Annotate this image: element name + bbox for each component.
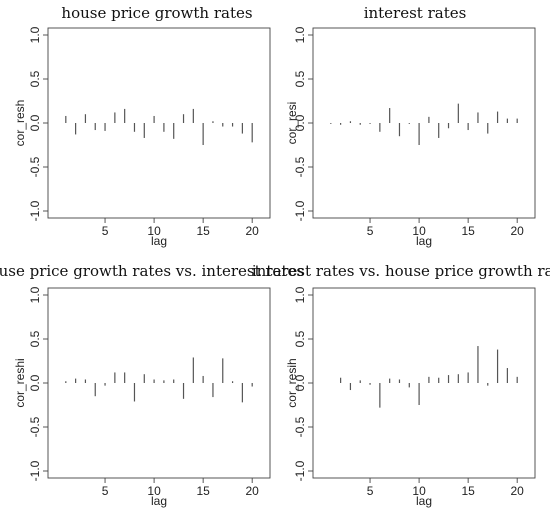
x-tick-label: 5 xyxy=(367,224,374,238)
plot-frame xyxy=(312,27,536,219)
x-tick-label: 10 xyxy=(147,224,161,238)
plot-area: -1.0 -0.5 0.0 0.5 1.0 5 10 15 20 xyxy=(28,286,271,498)
x-tick-label: 5 xyxy=(102,484,109,498)
y-tick-label: -1.0 xyxy=(293,460,307,481)
x-tick-label: 10 xyxy=(412,224,426,238)
y-tick-label: 0.5 xyxy=(293,70,307,87)
spikes xyxy=(65,357,253,403)
x-axis: 5 10 15 20 xyxy=(102,478,259,498)
y-tick-label: 0.5 xyxy=(28,330,42,347)
y-tick-label: 0.0 xyxy=(28,374,42,391)
x-axis-label: lag xyxy=(151,494,167,508)
y-axis: -1.0 -0.5 0.0 0.5 1.0 xyxy=(28,26,48,221)
panel-interest-vs-house-price: interest rates vs. house price growth ra… xyxy=(252,262,550,508)
y-tick-label: 0.0 xyxy=(293,114,307,131)
y-tick-label: -0.5 xyxy=(293,156,307,177)
panel-title: house price growth rates xyxy=(61,4,252,22)
y-tick-label: 0.0 xyxy=(28,114,42,131)
y-tick-label: 1.0 xyxy=(28,26,42,43)
panel-title: interest rates xyxy=(364,4,467,22)
y-tick-label: -0.5 xyxy=(28,156,42,177)
x-tick-label: 20 xyxy=(246,484,260,498)
y-axis-label: cor_resih xyxy=(285,358,299,407)
y-tick-label: -0.5 xyxy=(28,416,42,437)
y-tick-label: -1.0 xyxy=(293,200,307,221)
y-tick-label: -0.5 xyxy=(293,416,307,437)
spikes xyxy=(330,103,518,145)
x-axis: 5 10 15 20 xyxy=(367,218,524,238)
y-axis: -1.0 -0.5 0.0 0.5 1.0 xyxy=(293,26,313,221)
y-tick-label: -1.0 xyxy=(28,460,42,481)
x-tick-label: 15 xyxy=(461,224,475,238)
x-tick-label: 20 xyxy=(246,224,260,238)
y-tick-label: 1.0 xyxy=(28,286,42,303)
y-tick-label: 0.5 xyxy=(293,330,307,347)
x-axis: 5 10 15 20 xyxy=(367,478,524,498)
panel-interest-rates: interest rates -1.0 -0.5 0.0 0.5 1.0 5 10 15 20… xyxy=(285,4,536,248)
y-tick-label: 1.0 xyxy=(293,26,307,43)
x-tick-label: 15 xyxy=(196,224,210,238)
x-tick-label: 10 xyxy=(412,484,426,498)
panel-house-price-vs-interest: house price growth rates vs. interest ra… xyxy=(0,262,304,508)
plot-area: -1.0 -0.5 0.0 0.5 1.0 5 10 15 20 xyxy=(293,26,536,238)
y-tick-label: 0.5 xyxy=(28,70,42,87)
plot-area: -1.0 -0.5 0.0 0.5 1.0 5 10 15 20 xyxy=(28,26,271,238)
plot-frame xyxy=(47,27,271,219)
plot-area: -1.0 -0.5 0.0 0.5 1.0 5 10 15 20 xyxy=(293,286,536,498)
x-tick-label: 5 xyxy=(102,224,109,238)
x-tick-label: 15 xyxy=(461,484,475,498)
panel-title: interest rates vs. house price growth ra… xyxy=(252,262,550,280)
y-tick-label: 0.0 xyxy=(293,374,307,391)
y-axis: -1.0 -0.5 0.0 0.5 1.0 xyxy=(293,286,313,481)
x-tick-label: 20 xyxy=(511,484,525,498)
x-axis-label: lag xyxy=(416,234,432,248)
panel-title: house price growth rates vs. interest ra… xyxy=(0,262,304,280)
y-tick-label: 1.0 xyxy=(293,286,307,303)
y-axis-label: cor_resh xyxy=(13,100,27,147)
x-axis-label: lag xyxy=(416,494,432,508)
y-axis-label: cor_resi xyxy=(285,102,299,145)
y-axis-label: cor_reshi xyxy=(13,358,27,407)
x-tick-label: 10 xyxy=(147,484,161,498)
x-tick-label: 5 xyxy=(367,484,374,498)
x-tick-label: 15 xyxy=(196,484,210,498)
x-axis-label: lag xyxy=(151,234,167,248)
x-tick-label: 20 xyxy=(511,224,525,238)
spikes xyxy=(65,108,253,145)
panel-house-price-growth-rates: house price growth rates -1.0 -0.5 0.0 0.5 1… xyxy=(13,4,271,248)
plot-frame xyxy=(312,287,536,479)
y-axis: -1.0 -0.5 0.0 0.5 1.0 xyxy=(28,286,48,481)
spikes xyxy=(340,346,518,408)
x-axis: 5 10 15 20 xyxy=(102,218,259,238)
y-tick-label: -1.0 xyxy=(28,200,42,221)
plot-frame xyxy=(47,287,271,479)
